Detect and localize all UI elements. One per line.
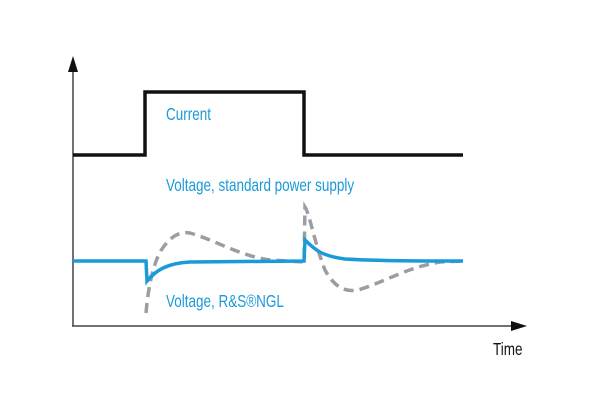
voltage-ngl-label: Voltage, R&S®NGL (166, 293, 284, 312)
x-axis-arrow-icon (511, 321, 527, 331)
y-axis-arrow-icon (68, 56, 78, 72)
current-waveform (73, 90, 463, 157)
voltage-standard-label: Voltage, standard power supply (166, 177, 354, 196)
current-label: Current (166, 106, 212, 125)
voltage-ngl-waveform (73, 235, 464, 286)
voltage-standard-waveform (144, 201, 464, 314)
x-axis-label: Time (493, 341, 522, 360)
